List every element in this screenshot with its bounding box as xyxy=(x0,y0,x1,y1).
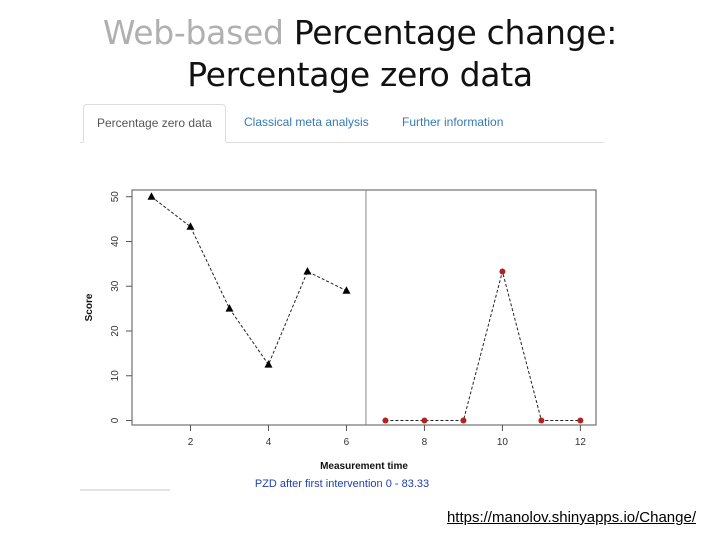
series-2-line xyxy=(385,269,581,422)
y-tick-label: 20 xyxy=(110,325,121,337)
y-tick-label: 30 xyxy=(110,280,121,292)
x-tick-label: 8 xyxy=(422,437,428,448)
series-2-point xyxy=(421,417,428,424)
shiny-app-panel: Percentage zero data Classical meta anal… xyxy=(80,100,604,492)
series-2-point xyxy=(499,268,506,275)
pzd-result-text: PZD after first intervention 0 - 83.33 xyxy=(254,478,430,490)
y-axis-label: Score xyxy=(84,293,95,321)
x-tick-label: 4 xyxy=(266,437,272,448)
series-1-point xyxy=(225,304,234,312)
series-2-point xyxy=(382,417,389,424)
title-rest: Percentage change: xyxy=(283,13,618,52)
x-axis-label: Measurement time xyxy=(320,461,408,472)
y-tick-label: 0 xyxy=(110,417,121,423)
series-1-line xyxy=(151,196,347,366)
series-1-point xyxy=(264,360,273,368)
x-tick-label: 10 xyxy=(497,437,509,448)
plot-frame xyxy=(131,189,597,426)
tab-further-information[interactable]: Further information xyxy=(402,115,504,129)
series-1-point xyxy=(342,286,351,294)
x-tick-label: 2 xyxy=(188,437,194,448)
x-tick-label: 12 xyxy=(575,437,587,448)
y-tick-label: 50 xyxy=(110,191,121,203)
title-prefix: Web-based xyxy=(102,13,284,52)
y-tick-label: 10 xyxy=(110,370,121,382)
app-url-link[interactable]: https://manolov.shinyapps.io/Change/ xyxy=(446,509,696,526)
score-plot: 2 4 6 8 10 12 0 10 20 30 40 50 Measurement time Score xyxy=(84,189,597,472)
series-2-point xyxy=(577,417,584,424)
panel-divider xyxy=(80,489,170,491)
series-2-point xyxy=(460,417,467,424)
y-tick-label: 40 xyxy=(110,235,121,247)
series-1-point xyxy=(303,266,312,275)
title-line-1: Web-based Percentage change: xyxy=(0,12,720,54)
tab-classical-meta-analysis[interactable]: Classical meta analysis xyxy=(244,115,369,129)
series-1-point xyxy=(147,192,156,200)
slide-title: Web-based Percentage change: Percentage … xyxy=(0,12,720,96)
series-1-point xyxy=(186,222,195,230)
x-tick-label: 6 xyxy=(344,437,350,448)
title-line-2: Percentage zero data xyxy=(187,55,533,94)
series-2-point xyxy=(538,417,545,424)
tab-bar: Percentage zero data Classical meta anal… xyxy=(80,100,604,143)
tab-percentage-zero-data[interactable]: Percentage zero data xyxy=(83,104,226,143)
